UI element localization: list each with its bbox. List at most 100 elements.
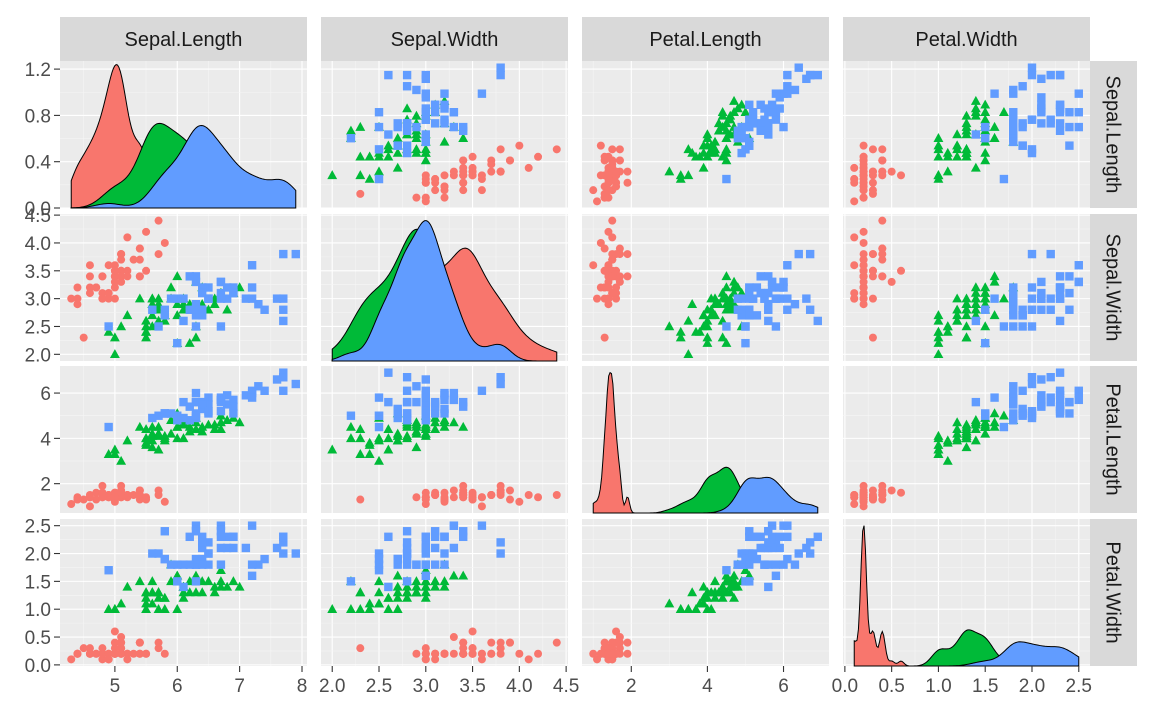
point-species-1 xyxy=(92,649,101,658)
y-tick-label: 0.8 xyxy=(25,106,51,127)
point-species-3 xyxy=(496,549,505,558)
point-species-3 xyxy=(1027,373,1037,382)
point-species-3 xyxy=(222,532,232,542)
y-tick-label: 2.0 xyxy=(25,545,51,566)
point-species-1 xyxy=(859,266,868,275)
point-species-3 xyxy=(756,288,765,298)
point-species-1 xyxy=(104,649,113,658)
point-species-3 xyxy=(1055,386,1065,395)
point-species-1 xyxy=(868,266,877,275)
point-species-1 xyxy=(515,141,524,150)
point-species-1 xyxy=(612,266,621,275)
point-species-3 xyxy=(421,108,430,117)
point-species-2 xyxy=(694,598,705,608)
point-species-3 xyxy=(1018,305,1027,314)
point-species-3 xyxy=(1065,305,1074,314)
point-species-1 xyxy=(604,261,613,270)
point-species-2 xyxy=(970,424,981,434)
point-species-2 xyxy=(933,326,944,336)
point-species-1 xyxy=(534,493,543,502)
point-species-3 xyxy=(216,532,226,542)
density-species-3 xyxy=(331,220,557,362)
point-species-3 xyxy=(260,386,269,395)
point-species-3 xyxy=(1055,126,1065,135)
point-species-3 xyxy=(722,174,731,184)
point-species-3 xyxy=(745,577,754,586)
point-species-3 xyxy=(764,130,773,139)
point-species-2 xyxy=(209,424,220,434)
point-species-2 xyxy=(989,121,1000,131)
point-species-1 xyxy=(600,193,609,202)
point-species-3 xyxy=(1065,122,1074,132)
point-species-2 xyxy=(402,592,413,602)
point-species-1 xyxy=(868,294,877,303)
point-species-1 xyxy=(612,627,621,636)
point-species-3 xyxy=(430,402,440,411)
point-species-1 xyxy=(596,141,605,150)
point-species-3 xyxy=(741,322,750,331)
point-species-2 xyxy=(961,304,972,314)
point-species-3 xyxy=(191,560,201,569)
point-species-2 xyxy=(683,349,694,359)
strip-label: Petal.Length xyxy=(649,29,761,51)
point-species-2 xyxy=(191,587,201,597)
point-species-1 xyxy=(154,486,163,495)
point-species-1 xyxy=(104,289,113,298)
point-species-3 xyxy=(421,543,430,553)
y-axis-row-3: 2 4 6 xyxy=(40,384,60,496)
point-species-1 xyxy=(110,493,119,502)
point-species-3 xyxy=(760,119,769,128)
point-species-2 xyxy=(729,107,739,116)
point-species-2 xyxy=(209,419,220,429)
point-species-3 xyxy=(402,82,412,91)
point-species-2 xyxy=(355,151,366,161)
point-species-1 xyxy=(431,649,440,658)
point-species-1 xyxy=(868,333,877,342)
point-species-1 xyxy=(421,649,430,658)
point-species-2 xyxy=(713,125,724,135)
point-species-1 xyxy=(859,238,868,247)
point-species-3 xyxy=(374,549,384,558)
point-species-2 xyxy=(933,310,944,320)
point-species-3 xyxy=(191,277,201,287)
point-species-2 xyxy=(980,417,991,427)
point-species-1 xyxy=(412,493,421,502)
point-species-1 xyxy=(440,186,449,195)
point-species-3 xyxy=(222,543,232,553)
point-species-3 xyxy=(1009,305,1018,314)
point-species-1 xyxy=(117,638,126,647)
point-species-3 xyxy=(279,373,288,382)
point-species-1 xyxy=(534,152,543,161)
point-species-3 xyxy=(421,393,430,402)
x-axis-col-2: 2.0 2.5 3.0 3.5 4.0 4.5 xyxy=(319,666,579,697)
point-species-1 xyxy=(604,649,613,658)
point-species-2 xyxy=(691,604,701,613)
point-species-3 xyxy=(1037,402,1046,411)
point-species-2 xyxy=(458,133,469,142)
point-species-1 xyxy=(117,277,126,286)
point-species-2 xyxy=(383,592,394,602)
point-species-2 xyxy=(411,426,422,436)
point-species-1 xyxy=(459,481,468,490)
point-species-1 xyxy=(421,193,430,202)
point-species-3 xyxy=(346,134,356,143)
point-species-1 xyxy=(110,277,119,286)
point-species-2 xyxy=(952,293,963,303)
point-species-2 xyxy=(153,444,164,454)
x-tick-label: 1.0 xyxy=(925,676,951,697)
point-species-2 xyxy=(989,417,1000,427)
point-species-3 xyxy=(767,521,777,530)
x-tick-label: 2.5 xyxy=(1066,676,1092,697)
x-tick-label: 2.0 xyxy=(319,676,345,697)
point-species-3 xyxy=(496,538,505,547)
point-species-3 xyxy=(1009,294,1018,303)
point-species-2 xyxy=(683,315,694,325)
point-species-3 xyxy=(1018,404,1027,414)
point-species-2 xyxy=(392,592,403,602)
point-species-1 xyxy=(110,638,119,647)
point-species-2 xyxy=(933,151,944,161)
point-species-2 xyxy=(411,421,422,431)
point-species-3 xyxy=(741,122,750,132)
point-species-2 xyxy=(184,421,195,431)
